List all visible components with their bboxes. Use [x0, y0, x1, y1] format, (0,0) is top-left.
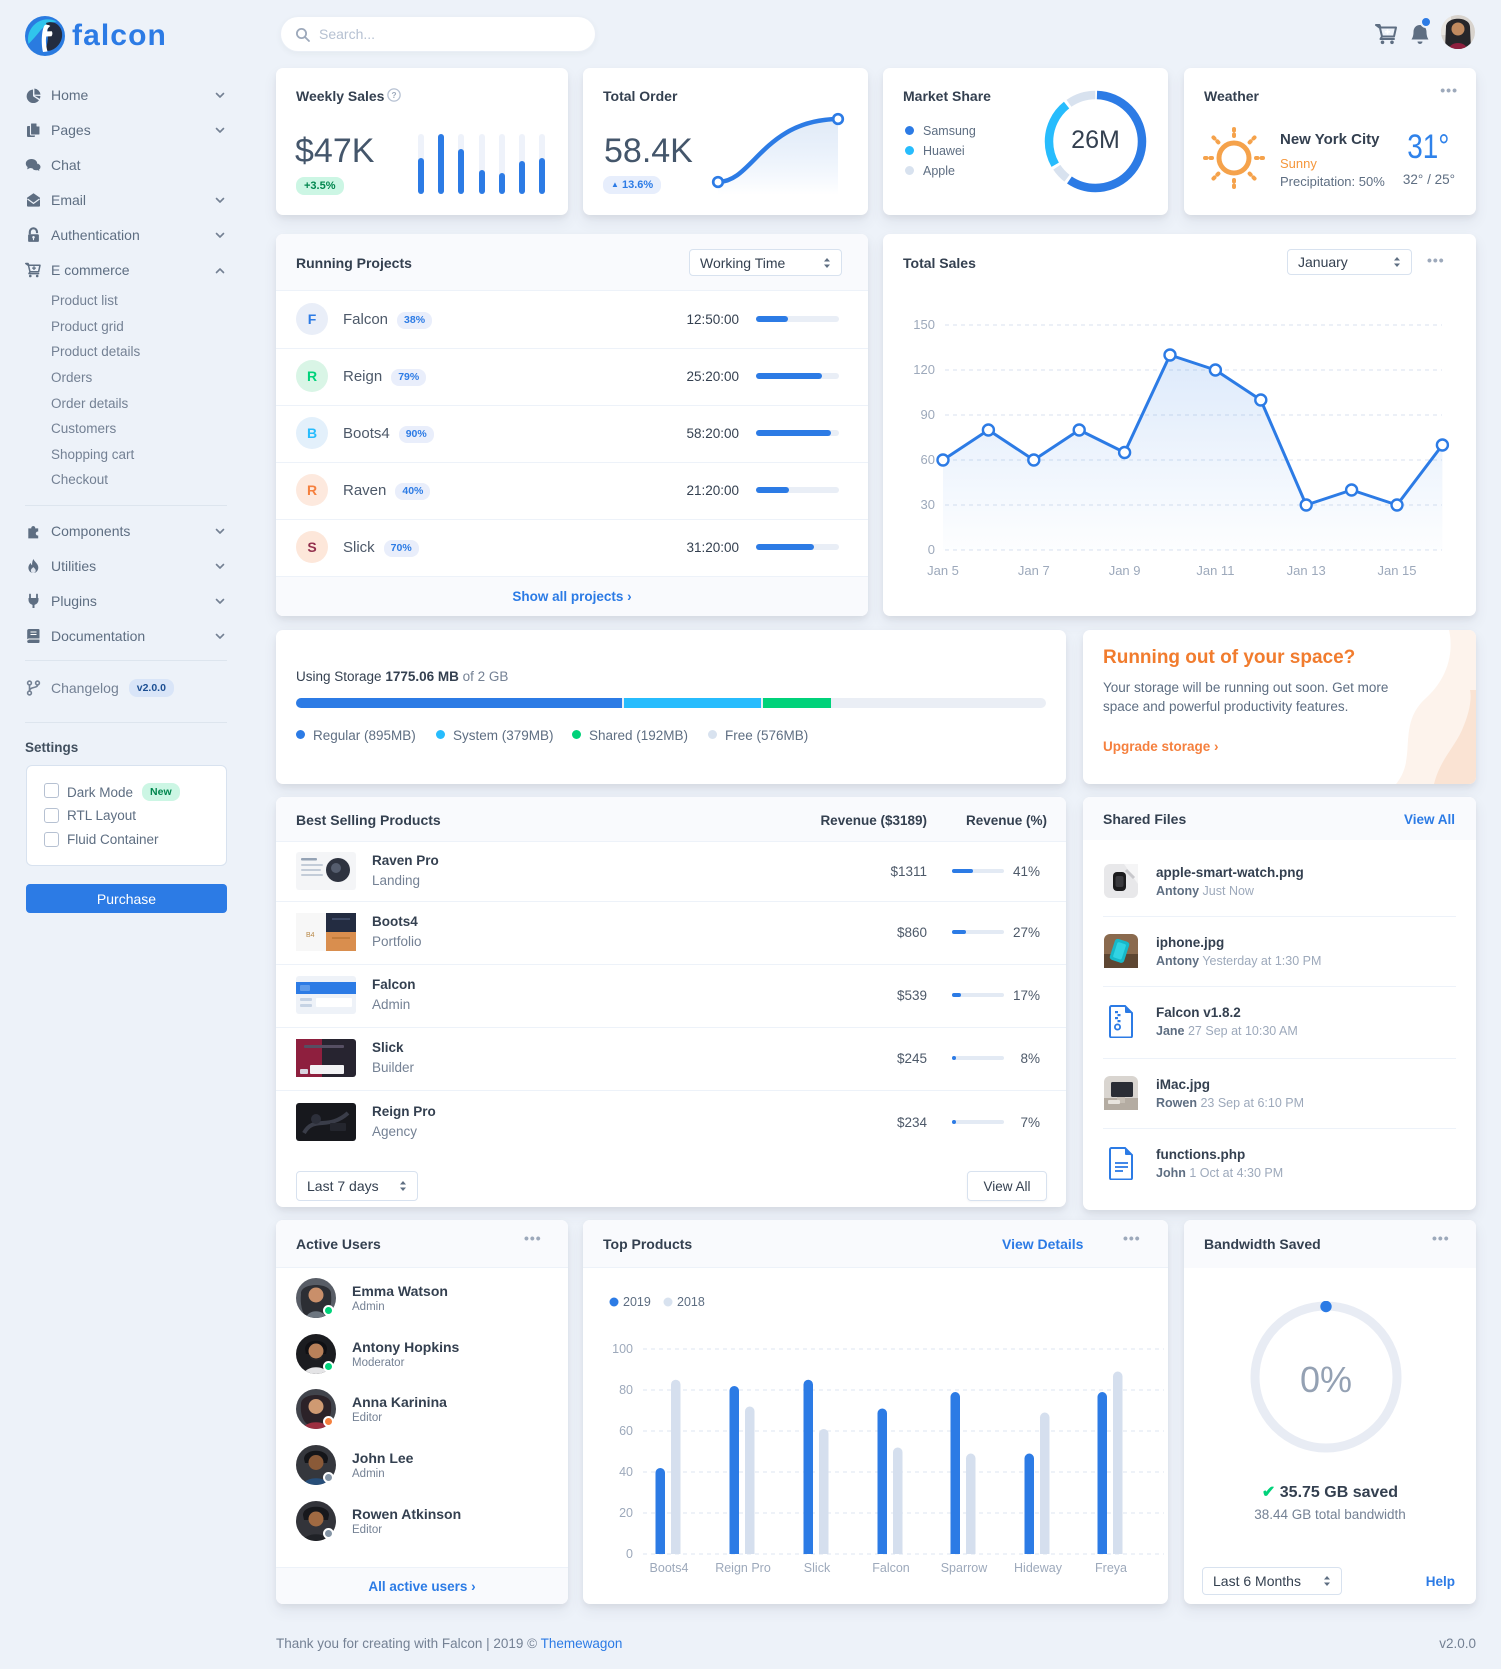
svg-text:?: ?	[391, 90, 396, 100]
svg-text:150: 150	[913, 317, 935, 332]
svg-text:Freya: Freya	[1095, 1561, 1127, 1575]
svg-text:0: 0	[928, 542, 935, 557]
svg-text:2018: 2018	[677, 1295, 705, 1309]
svg-text:100: 100	[612, 1342, 633, 1356]
svg-text:Jan 9: Jan 9	[1109, 563, 1141, 578]
svg-text:40: 40	[619, 1465, 633, 1479]
svg-text:120: 120	[913, 362, 935, 377]
svg-text:Jan 5: Jan 5	[927, 563, 959, 578]
svg-text:Falcon: Falcon	[872, 1561, 910, 1575]
svg-text:0: 0	[626, 1547, 633, 1561]
svg-text:Jan 7: Jan 7	[1018, 563, 1050, 578]
svg-text:Boots4: Boots4	[650, 1561, 689, 1575]
svg-text:Reign Pro: Reign Pro	[715, 1561, 771, 1575]
svg-text:Slick: Slick	[804, 1561, 831, 1575]
svg-text:2019: 2019	[623, 1295, 651, 1309]
svg-text:B4: B4	[306, 932, 315, 939]
svg-text:90: 90	[921, 407, 935, 422]
svg-text:Jan 13: Jan 13	[1287, 563, 1326, 578]
svg-text:Jan 11: Jan 11	[1196, 563, 1234, 578]
svg-text:Hideway: Hideway	[1014, 1561, 1063, 1575]
svg-text:20: 20	[619, 1506, 633, 1520]
svg-text:60: 60	[619, 1424, 633, 1438]
svg-text:Jan 15: Jan 15	[1377, 563, 1416, 578]
svg-text:60: 60	[921, 452, 935, 467]
svg-text:80: 80	[619, 1383, 633, 1397]
svg-text:Sparrow: Sparrow	[941, 1561, 989, 1575]
svg-text:30: 30	[921, 497, 935, 512]
